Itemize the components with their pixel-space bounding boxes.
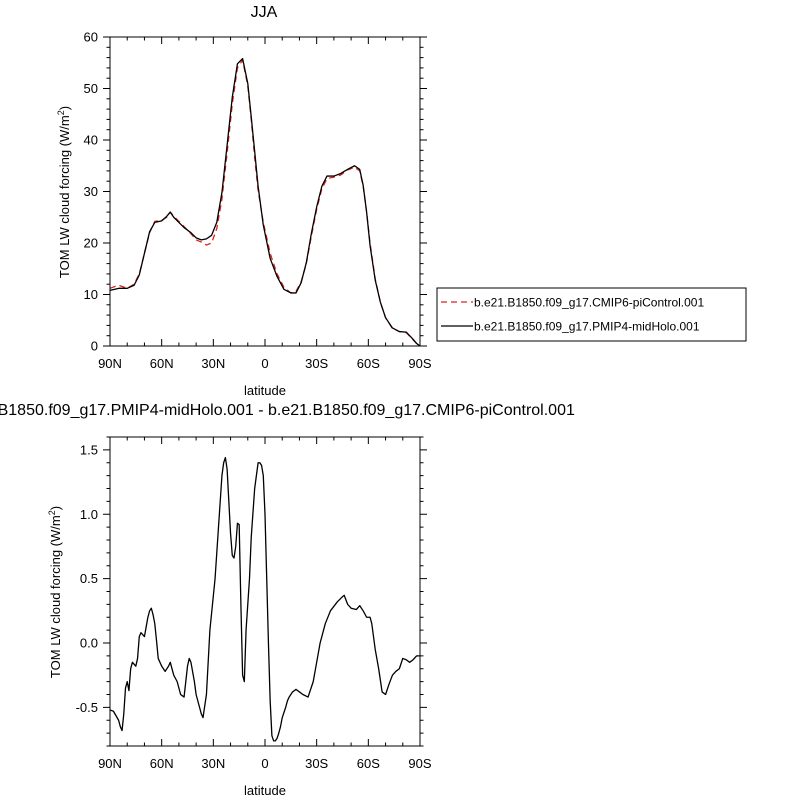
top-x-tick-label: 0 xyxy=(261,356,268,371)
top-x-axis-label: latitude xyxy=(244,383,286,398)
legend-box xyxy=(436,287,747,342)
top-y-label-superscript: 2 xyxy=(56,110,66,115)
top-x-tick-label: 30S xyxy=(305,356,328,371)
bottom-y-tick-label: 0.5 xyxy=(80,571,98,586)
top-y-tick-label: 0 xyxy=(91,339,98,354)
top-chart-title: JJA xyxy=(251,4,278,21)
legend-label-midholo: b.e21.B1850.f09_g17.PMIP4-midHolo.001 xyxy=(474,320,700,334)
bottom-x-tick-label: 90N xyxy=(98,756,122,771)
bottom-x-tick-label: 30N xyxy=(201,756,225,771)
bottom-plot-frame xyxy=(109,436,421,747)
bottom-x-tick-label: 60S xyxy=(357,756,380,771)
top-x-tick-label: 60N xyxy=(150,356,174,371)
legend: b.e21.B1850.f09_g17.CMIP6-piControl.001 … xyxy=(436,287,747,342)
top-y-axis-label: TOM LW cloud forcing (W/m2) xyxy=(56,106,72,278)
top-x-tick-label: 30N xyxy=(201,356,225,371)
bottom-series-group xyxy=(109,456,420,742)
bottom-x-tick-label: 90S xyxy=(408,756,431,771)
top-x-tick-label: 90S xyxy=(408,356,431,371)
bottom-y-label-superscript: 2 xyxy=(47,510,57,515)
top-panel: JJA 90N 60N 30N 0 30S 60S 90S 0 10 20 30 40 50 60 lat… xyxy=(56,4,432,398)
top-series-line-1 xyxy=(109,57,421,347)
top-plot-frame xyxy=(109,36,421,347)
top-y-tick-label: 60 xyxy=(84,30,98,45)
top-y-label-close: ) xyxy=(57,106,72,110)
top-y-tick-label: 10 xyxy=(84,287,98,302)
top-x-tick-label: 60S xyxy=(357,356,380,371)
bottom-y-tick-label: 1.5 xyxy=(80,442,98,457)
top-y-tick-label: 50 xyxy=(84,81,98,96)
bottom-x-axis-label: latitude xyxy=(244,783,286,798)
bottom-y-axis-label: TOM LW cloud forcing (W/m2) xyxy=(47,506,63,678)
bottom-y-tick-label: -0.5 xyxy=(76,700,98,715)
bottom-axis-ticks: 90N 60N 30N 0 30S 60S 90S -0.5 0.0 0.5 1.0 1.5 xyxy=(76,436,432,771)
top-y-tick-label: 30 xyxy=(84,184,98,199)
bottom-y-label-close: ) xyxy=(48,506,63,510)
legend-label-picontrol: b.e21.B1850.f09_g17.CMIP6-piControl.001 xyxy=(474,296,704,310)
bottom-x-tick-label: 0 xyxy=(261,756,268,771)
top-axis-ticks: 90N 60N 30N 0 30S 60S 90S 0 10 20 30 40 50 60 xyxy=(84,30,432,372)
top-y-label-main: TOM LW cloud forcing (W/m xyxy=(57,115,72,278)
top-y-tick-label: 20 xyxy=(84,236,98,251)
top-series-group xyxy=(109,57,421,347)
bottom-y-tick-label: 1.0 xyxy=(80,507,98,522)
bottom-x-tick-label: 30S xyxy=(305,756,328,771)
bottom-y-tick-label: 0.0 xyxy=(80,636,98,651)
bottom-y-label-main: TOM LW cloud forcing (W/m xyxy=(48,515,63,678)
top-x-tick-label: 90N xyxy=(98,356,122,371)
bottom-series-line-0 xyxy=(109,456,420,742)
top-series-line-0 xyxy=(109,59,421,347)
top-y-tick-label: 40 xyxy=(84,133,98,148)
bottom-chart-title: b.e21.B1850.f09_g17.PMIP4-midHolo.001 - … xyxy=(0,402,575,419)
bottom-panel: b.e21.B1850.f09_g17.PMIP4-midHolo.001 - … xyxy=(0,402,575,798)
bottom-x-tick-label: 60N xyxy=(150,756,174,771)
